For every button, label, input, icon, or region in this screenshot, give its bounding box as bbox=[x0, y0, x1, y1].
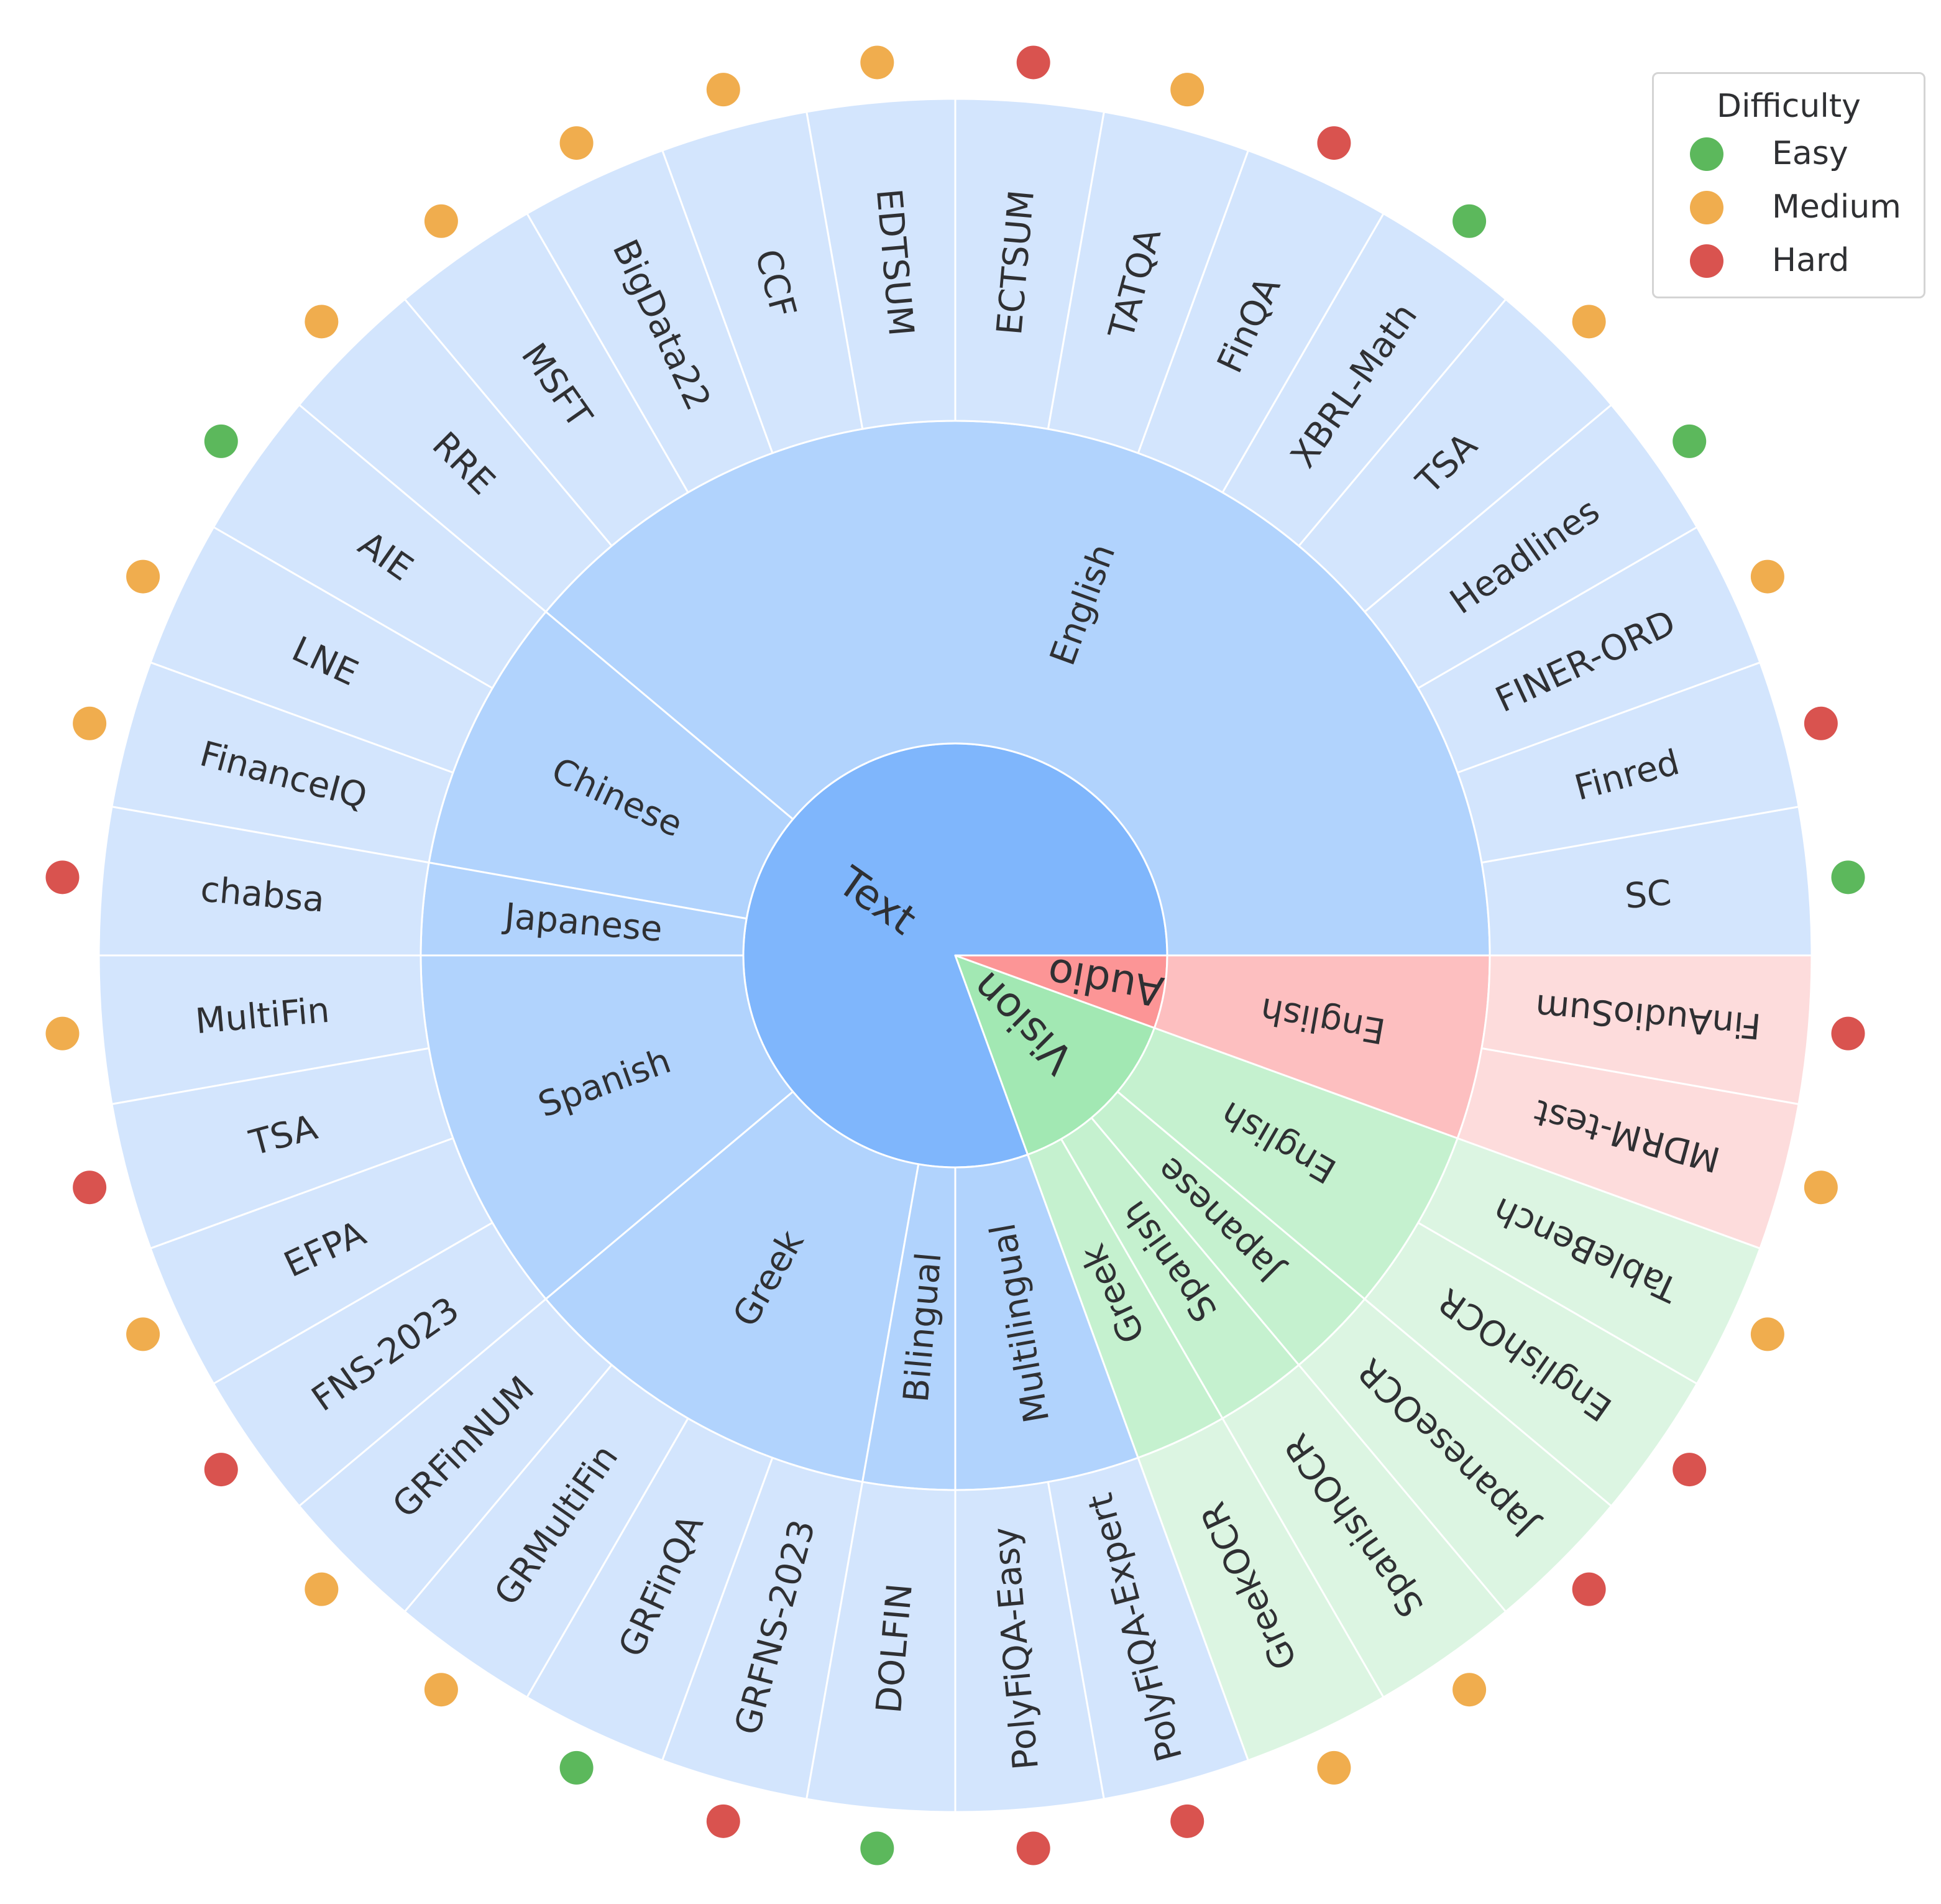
difficulty-marker-text-english-headlines bbox=[1673, 424, 1707, 458]
difficulty-marker-text-english-finer-ord bbox=[1750, 559, 1784, 594]
legend-marker-medium bbox=[1690, 191, 1723, 224]
difficulty-marker-audio-english-finaudiosum bbox=[1831, 1016, 1865, 1051]
difficulty-marker-text-multilingual-polyfiqa-expert bbox=[1170, 1804, 1205, 1838]
difficulty-marker-text-chinese-lne bbox=[126, 559, 160, 594]
difficulty-marker-text-english-ectsum bbox=[1016, 45, 1050, 80]
legend: Difficulty Easy Medium Hard bbox=[1652, 72, 1925, 298]
legend-item-hard: Hard bbox=[1654, 234, 1924, 288]
legend-item-easy: Easy bbox=[1654, 127, 1924, 181]
difficulty-marker-text-english-bigdata22 bbox=[559, 126, 594, 160]
legend-marker-easy bbox=[1690, 137, 1723, 171]
difficulty-marker-text-greek-grmultifin bbox=[424, 1673, 458, 1707]
legend-title: Difficulty bbox=[1717, 88, 1861, 125]
legend-label-easy: Easy bbox=[1772, 135, 1848, 172]
difficulty-marker-text-english-xbrl-math bbox=[1452, 204, 1487, 238]
difficulty-marker-vision-japanese-japaneseocr bbox=[1572, 1572, 1606, 1606]
legend-marker-hard bbox=[1690, 244, 1723, 278]
difficulty-marker-text-english-tatqa bbox=[1170, 73, 1205, 107]
difficulty-marker-text-english-finqa bbox=[1317, 126, 1351, 160]
difficulty-marker-audio-english-mdrm-test bbox=[1804, 1170, 1838, 1205]
difficulty-marker-vision-english-englishocr bbox=[1673, 1453, 1707, 1487]
difficulty-marker-text-greek-grfns-2023 bbox=[706, 1804, 740, 1838]
dataset-wedge-audio-english-finaudiosum bbox=[1480, 954, 1813, 1105]
difficulty-marker-text-chinese-aie bbox=[204, 424, 238, 458]
difficulty-marker-vision-greek-greekocr bbox=[1317, 1750, 1351, 1785]
legend-label-medium: Medium bbox=[1772, 188, 1901, 226]
difficulty-marker-text-english-edtsum bbox=[860, 45, 894, 80]
difficulty-marker-text-bilingual-dolfin bbox=[860, 1831, 894, 1865]
difficulty-marker-text-chinese-financeiq bbox=[73, 706, 107, 740]
difficulty-marker-text-english-finred bbox=[1804, 706, 1838, 740]
difficulty-marker-text-english-msft bbox=[424, 204, 458, 238]
difficulty-marker-text-multilingual-polyfiqa-easy bbox=[1016, 1831, 1050, 1865]
difficulty-marker-vision-english-tablebench bbox=[1750, 1317, 1784, 1351]
difficulty-marker-text-english-ccf bbox=[706, 73, 740, 107]
legend-label-hard: Hard bbox=[1772, 242, 1850, 279]
difficulty-marker-text-spanish-fns-2023 bbox=[204, 1453, 238, 1487]
difficulty-marker-text-spanish-efpa bbox=[126, 1317, 160, 1351]
difficulty-marker-text-japanese-chabsa bbox=[45, 860, 80, 895]
difficulty-marker-text-english-sc bbox=[1831, 860, 1865, 895]
difficulty-marker-text-spanish-tsa bbox=[73, 1170, 107, 1205]
legend-item-medium: Medium bbox=[1654, 181, 1924, 234]
difficulty-marker-text-english-tsa bbox=[1572, 305, 1606, 339]
difficulty-marker-text-greek-grfinnum bbox=[305, 1572, 339, 1606]
difficulty-marker-text-english-rre bbox=[305, 305, 339, 339]
difficulty-marker-vision-spanish-spanishocr bbox=[1452, 1673, 1487, 1707]
dataset-label-text-english-sc: SC bbox=[1623, 873, 1673, 917]
difficulty-marker-text-greek-grfinqa bbox=[559, 1750, 594, 1785]
difficulty-marker-text-spanish-multifin bbox=[45, 1016, 80, 1051]
